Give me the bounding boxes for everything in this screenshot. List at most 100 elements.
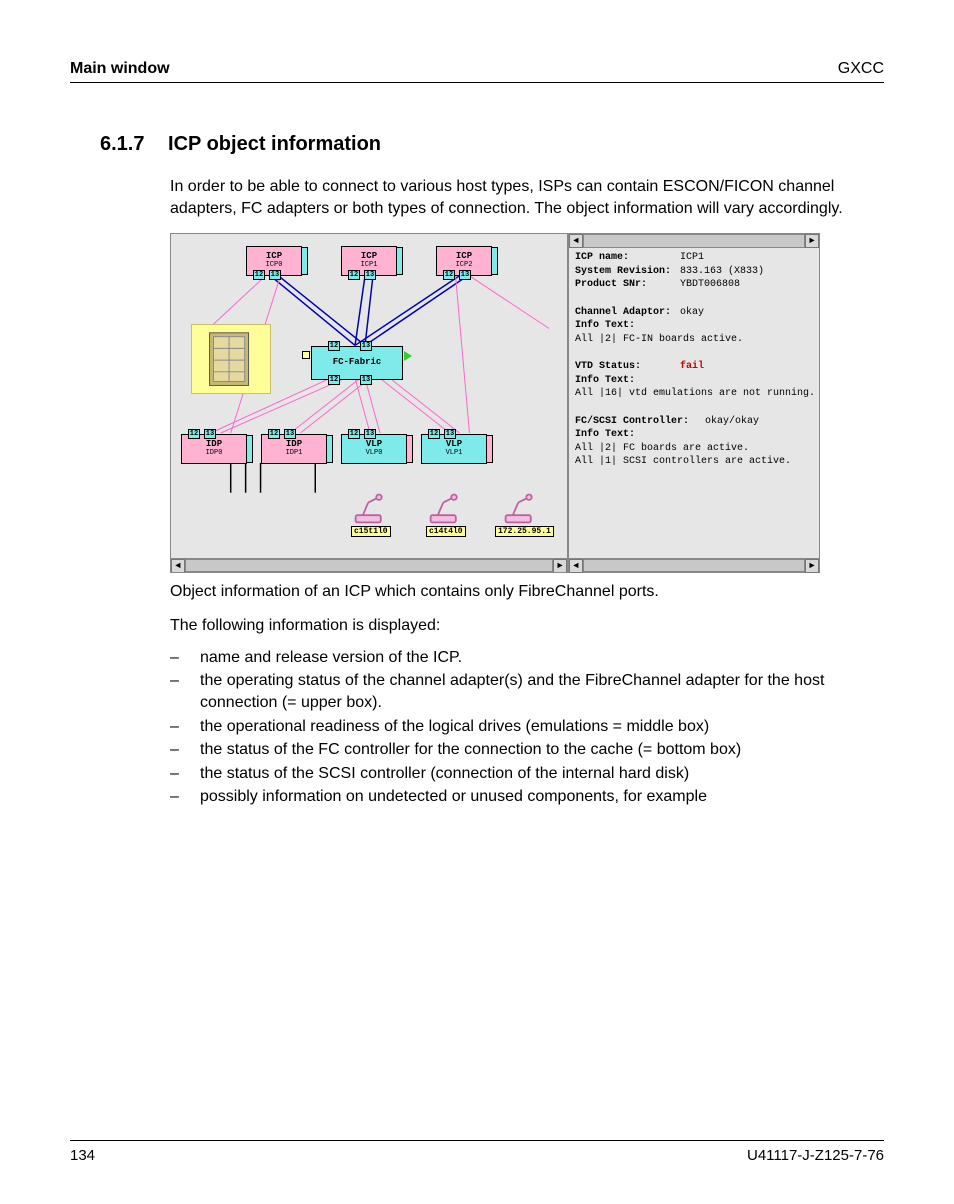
side-marker bbox=[406, 435, 413, 463]
info-content: ICP name:ICP1 System Revision:833.163 (X… bbox=[569, 248, 819, 558]
fc-fabric-node[interactable]: FC-Fabric 12 13 12 13 bbox=[311, 346, 403, 380]
val-vtd-info: All |16| vtd emulations are not running. bbox=[575, 387, 813, 401]
node-sub: VLP0 bbox=[366, 450, 383, 458]
side-marker bbox=[326, 435, 333, 463]
port-badge: 13 bbox=[444, 429, 456, 439]
port-badge: 13 bbox=[364, 270, 376, 280]
list-item: –the operating status of the channel ada… bbox=[170, 670, 884, 713]
robot-icon[interactable]: 172.25.95.1 bbox=[501, 490, 539, 526]
scroll-track[interactable] bbox=[583, 559, 805, 572]
doc-id: U41117-J-Z125-7-76 bbox=[747, 1147, 884, 1164]
lbl-info: Info Text: bbox=[575, 374, 680, 388]
node-sub: ICP2 bbox=[456, 262, 473, 270]
port-badge: 13 bbox=[284, 429, 296, 439]
icp-node-0[interactable]: ICP ICP0 12 13 bbox=[246, 246, 302, 276]
port-badge: 13 bbox=[360, 341, 372, 351]
port-badge: 12 bbox=[188, 429, 200, 439]
lbl-sysrev: System Revision: bbox=[575, 265, 680, 279]
node-sub: IDP1 bbox=[286, 450, 303, 458]
side-marker bbox=[301, 247, 308, 275]
port-badge: 13 bbox=[459, 270, 471, 280]
port-badge: 13 bbox=[360, 375, 372, 385]
node-sub: ICP0 bbox=[266, 262, 283, 270]
info-panel: ◄ ► ICP name:ICP1 System Revision:833.16… bbox=[569, 234, 819, 572]
port-badge: 12 bbox=[253, 270, 265, 280]
list-item: –the status of the FC controller for the… bbox=[170, 739, 884, 761]
icp-node-2[interactable]: ICP ICP2 12 13 bbox=[436, 246, 492, 276]
dash: – bbox=[170, 716, 200, 738]
scroll-left-icon[interactable]: ◄ bbox=[171, 559, 185, 572]
figure-caption: Object information of an ICP which conta… bbox=[170, 583, 884, 601]
port-badge: 13 bbox=[364, 429, 376, 439]
side-marker bbox=[246, 435, 253, 463]
val-ca-info: All |2| FC-IN boards active. bbox=[575, 333, 813, 347]
port-badge: 12 bbox=[268, 429, 280, 439]
li-text: the operational readiness of the logical… bbox=[200, 716, 884, 738]
dash: – bbox=[170, 763, 200, 785]
robot-label: c15t1l0 bbox=[351, 526, 391, 537]
lbl-info: Info Text: bbox=[575, 428, 680, 442]
node-sub: IDP0 bbox=[206, 450, 223, 458]
header-left: Main window bbox=[70, 60, 170, 78]
vlp-node-0[interactable]: 12 13 VLP VLP0 bbox=[341, 434, 407, 464]
scroll-left-icon[interactable]: ◄ bbox=[569, 234, 583, 248]
idp-node-1[interactable]: 12 13 IDP IDP1 bbox=[261, 434, 327, 464]
hscrollbar-right[interactable]: ◄ ► bbox=[569, 558, 819, 572]
val-fcscsi: okay/okay bbox=[705, 416, 759, 427]
dash: – bbox=[170, 670, 200, 713]
li-text: the status of the SCSI controller (conne… bbox=[200, 763, 884, 785]
scroll-track[interactable] bbox=[583, 234, 805, 248]
section-heading: 6.1.7 ICP object information bbox=[100, 133, 884, 156]
scroll-right-icon[interactable]: ► bbox=[553, 559, 567, 572]
scroll-track[interactable] bbox=[185, 559, 553, 572]
lbl-vtd: VTD Status: bbox=[575, 360, 680, 374]
icp-node-1[interactable]: ICP ICP1 12 13 bbox=[341, 246, 397, 276]
vlp-node-1[interactable]: 12 13 VLP VLP1 bbox=[421, 434, 487, 464]
list-item: –possibly information on undetected or u… bbox=[170, 786, 884, 808]
topology-diagram: ICP ICP0 12 13 ICP ICP1 12 13 ICP ICP2 1… bbox=[171, 234, 569, 572]
page-footer: 134 U41117-J-Z125-7-76 bbox=[70, 1140, 884, 1164]
section-number: 6.1.7 bbox=[100, 133, 144, 156]
arrow-right-icon bbox=[404, 351, 412, 361]
li-text: name and release version of the ICP. bbox=[200, 647, 884, 669]
val-psnr: YBDT006808 bbox=[680, 279, 740, 290]
node-sub: ICP1 bbox=[361, 262, 378, 270]
val-fcscsi-info1: All |2| FC boards are active. bbox=[575, 442, 813, 456]
val-vtd: fail bbox=[680, 361, 704, 372]
val-sysrev: 833.163 (X833) bbox=[680, 266, 764, 277]
robot-label: c14t4l0 bbox=[426, 526, 466, 537]
li-text: the operating status of the channel adap… bbox=[200, 670, 884, 713]
val-ca: okay bbox=[680, 307, 704, 318]
idp-node-0[interactable]: 12 13 IDP IDP0 bbox=[181, 434, 247, 464]
node-sub: VLP1 bbox=[446, 450, 463, 458]
list-item: –name and release version of the ICP. bbox=[170, 647, 884, 669]
hscrollbar-top[interactable]: ◄ ► bbox=[569, 234, 819, 248]
hscrollbar-left[interactable]: ◄ ► bbox=[171, 558, 567, 572]
list-item: –the operational readiness of the logica… bbox=[170, 716, 884, 738]
port-badge: 12 bbox=[428, 429, 440, 439]
dash: – bbox=[170, 647, 200, 669]
node-label: FC-Fabric bbox=[333, 358, 382, 368]
lbl-info: Info Text: bbox=[575, 319, 680, 333]
port-badge: 12 bbox=[348, 429, 360, 439]
port-badge: 12 bbox=[328, 375, 340, 385]
lbl-fcscsi: FC/SCSI Controller: bbox=[575, 415, 705, 429]
scroll-right-icon[interactable]: ► bbox=[805, 559, 819, 573]
fabric-left-marker bbox=[302, 351, 310, 359]
fabric-bg bbox=[191, 324, 271, 394]
val-icp-name: ICP1 bbox=[680, 252, 704, 263]
port-badge: 13 bbox=[269, 270, 281, 280]
list-item: –the status of the SCSI controller (conn… bbox=[170, 763, 884, 785]
port-badge: 13 bbox=[204, 429, 216, 439]
side-marker bbox=[491, 247, 498, 275]
scroll-right-icon[interactable]: ► bbox=[805, 234, 819, 248]
lbl-psnr: Product SNr: bbox=[575, 278, 680, 292]
scroll-left-icon[interactable]: ◄ bbox=[569, 559, 583, 573]
robot-icon[interactable]: c14t4l0 bbox=[426, 490, 464, 526]
li-text: possibly information on undetected or un… bbox=[200, 786, 884, 808]
lbl-icp-name: ICP name: bbox=[575, 251, 680, 265]
robot-icon[interactable]: c15t1l0 bbox=[351, 490, 389, 526]
side-marker bbox=[486, 435, 493, 463]
li-text: the status of the FC controller for the … bbox=[200, 739, 884, 761]
screenshot-figure: ICP ICP0 12 13 ICP ICP1 12 13 ICP ICP2 1… bbox=[170, 233, 820, 573]
